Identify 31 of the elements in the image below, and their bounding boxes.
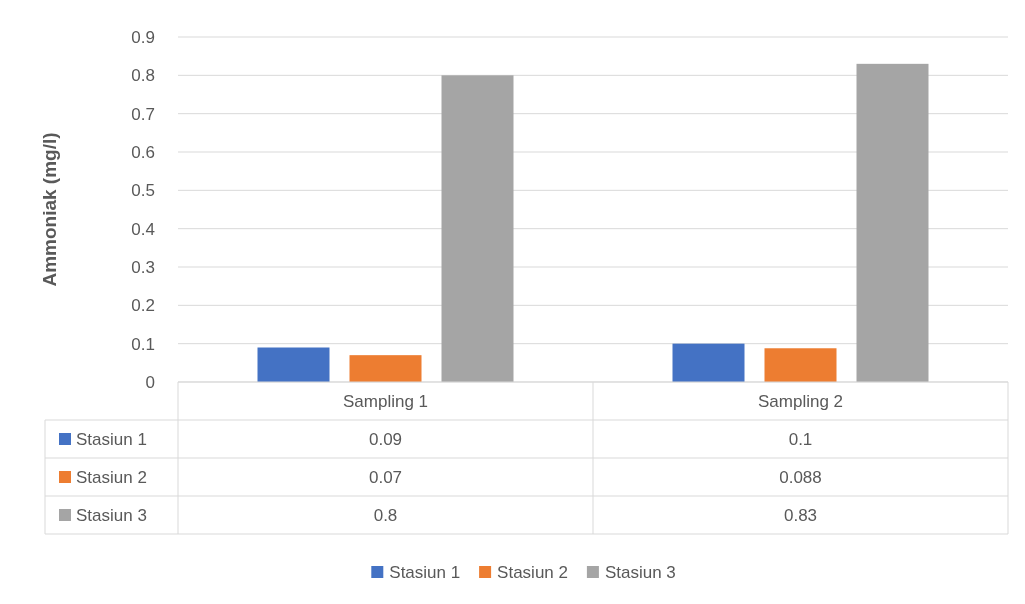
y-tick-label: 0.1 [131, 334, 155, 354]
text: Stasiun 2 [76, 468, 147, 487]
y-tick-label: 0.8 [131, 66, 155, 86]
bar [441, 75, 514, 382]
bar [856, 63, 929, 382]
data-label: 0.09 [368, 430, 403, 449]
y-tick-label: 0 [145, 373, 155, 392]
data-label: 0.088 [779, 468, 822, 487]
y-tick-label: 0.4 [131, 219, 155, 239]
data-label: 0.1 [788, 430, 813, 449]
bar [349, 355, 422, 382]
data-label: 0.83 [783, 506, 818, 525]
y-tick-label: 0.3 [131, 258, 155, 277]
legend-label: Stasiun 2 [497, 563, 568, 582]
text: Stasiun 1 [389, 563, 461, 582]
y-tick-label: 0.9 [131, 28, 155, 47]
data-label: 0.07 [368, 468, 403, 487]
y-tick-label: 0.7 [131, 104, 155, 124]
x-tick-label: Sampling 1 [342, 392, 429, 411]
text: Stasiun 3 [76, 506, 147, 525]
data-label: 0.8 [373, 506, 398, 525]
bar [257, 347, 330, 382]
legend-label: Stasiun 3 [604, 563, 676, 582]
x-tick-label: Sampling 2 [757, 392, 844, 411]
legend-label: Stasiun 1 [76, 430, 147, 449]
y-tick-label: 0.5 [131, 181, 155, 201]
y-axis-title: Ammoniak (mg/l) [39, 132, 60, 287]
bar [672, 343, 745, 382]
y-tick-label: 0.6 [131, 143, 155, 162]
bar [764, 348, 837, 382]
y-tick-label: 0.2 [131, 296, 155, 316]
